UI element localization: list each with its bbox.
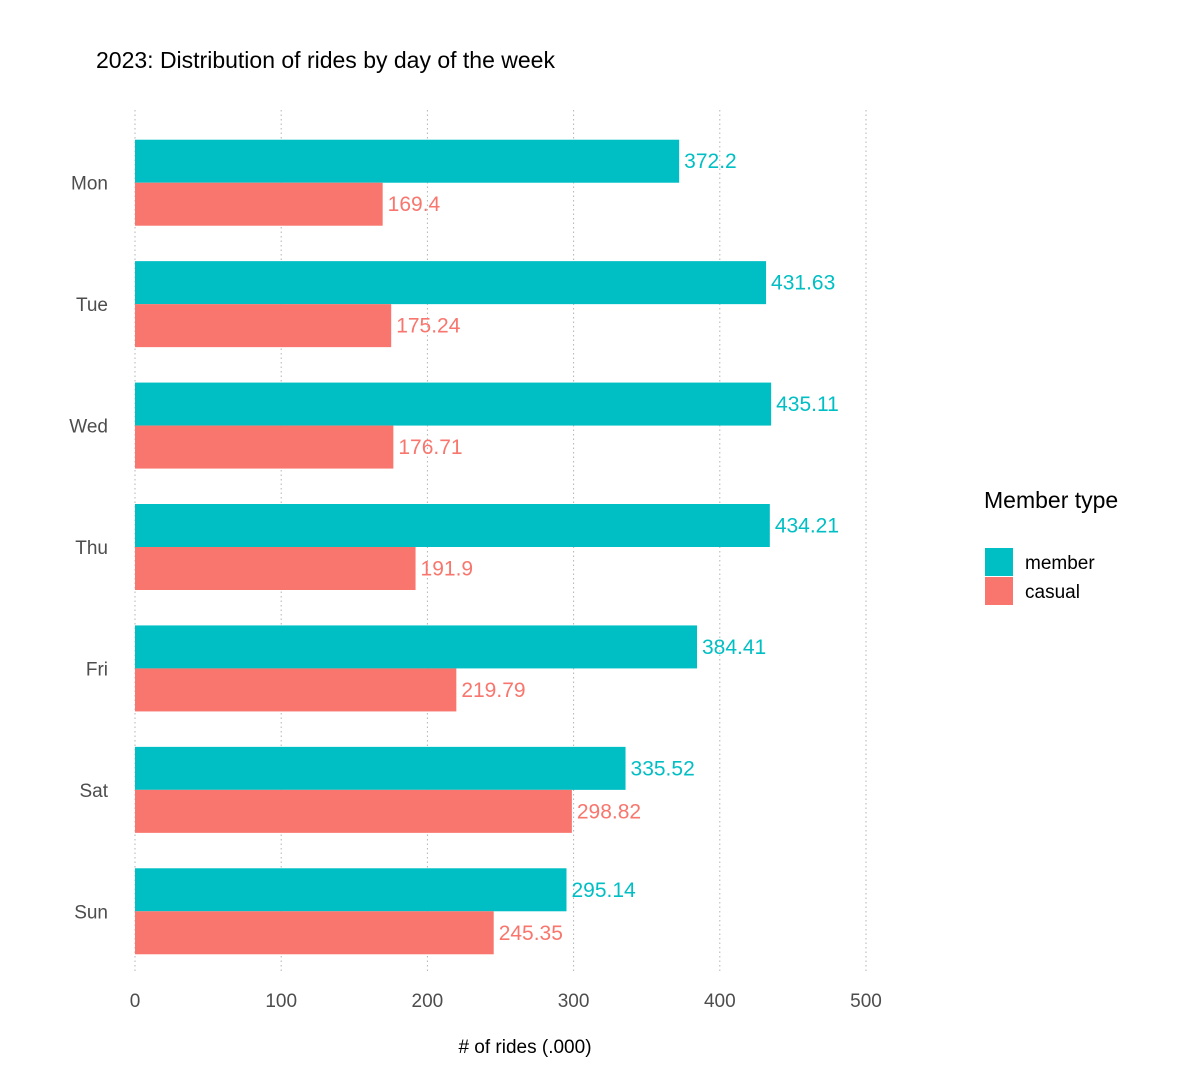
bar-value-label-casual-tue: 175.24 xyxy=(396,315,461,338)
bar-casual-mon xyxy=(135,182,383,226)
bar-casual-fri xyxy=(135,668,457,712)
x-tick-label: 300 xyxy=(558,991,590,1012)
bar-value-label-member-tue: 431.63 xyxy=(771,272,835,295)
bar-member-wed xyxy=(135,382,772,426)
x-tick-label: 200 xyxy=(412,991,444,1012)
y-tick-label: Tue xyxy=(76,295,108,316)
x-tick-label: 400 xyxy=(704,991,736,1012)
x-tick-label: 100 xyxy=(265,991,297,1012)
y-tick-label: Sat xyxy=(79,781,108,802)
bar-value-label-casual-sun: 245.35 xyxy=(499,922,563,945)
bar-member-mon xyxy=(135,139,680,183)
bar-casual-thu xyxy=(135,547,416,590)
bar-member-sat xyxy=(135,746,626,790)
legend-label-member: member xyxy=(1025,553,1095,574)
bar-member-tue xyxy=(135,261,767,305)
bar-value-label-member-fri: 384.41 xyxy=(702,636,766,659)
bar-casual-sun xyxy=(135,911,494,955)
legend-title: Member type xyxy=(984,487,1118,513)
y-tick-label: Mon xyxy=(71,174,108,195)
bar-value-label-casual-thu: 191.9 xyxy=(421,558,474,581)
bar-casual-tue xyxy=(135,304,392,348)
bar-value-label-member-thu: 434.21 xyxy=(775,515,839,538)
legend-swatch-casual xyxy=(985,577,1013,605)
y-tick-label: Sun xyxy=(74,902,108,923)
bar-value-label-casual-wed: 176.71 xyxy=(398,436,462,459)
x-tick-label: 500 xyxy=(850,991,882,1012)
bar-casual-sat xyxy=(135,789,572,833)
x-axis-ticks: 0 100 200 300 400 500 xyxy=(130,991,882,1012)
bar-member-fri xyxy=(135,625,698,669)
bar-value-label-casual-sat: 298.82 xyxy=(577,800,641,823)
bar-value-label-casual-fri: 219.79 xyxy=(461,679,525,702)
y-axis-ticks: Mon Tue Wed Thu Fri Sat Sun xyxy=(69,174,108,924)
x-axis-label: # of rides (.000) xyxy=(458,1037,591,1058)
legend-label-casual: casual xyxy=(1025,582,1080,603)
bar-value-label-casual-mon: 169.4 xyxy=(388,193,441,216)
bar-casual-wed xyxy=(135,425,394,469)
bar-member-sun xyxy=(135,868,567,912)
bar-value-label-member-mon: 372.2 xyxy=(684,150,737,173)
legend-swatch-member xyxy=(985,548,1013,576)
bar-value-labels: 372.2 169.4 431.63 175.24 435.11 176.71 434.21… xyxy=(388,150,839,945)
legend: Member type member casual xyxy=(984,487,1118,605)
chart-title: 2023: Distribution of rides by day of th… xyxy=(96,47,555,73)
y-tick-label: Wed xyxy=(69,417,108,438)
bars xyxy=(135,139,772,955)
y-tick-label: Fri xyxy=(86,659,108,680)
legend-items: member casual xyxy=(985,548,1095,605)
x-tick-label: 0 xyxy=(130,991,141,1012)
bar-value-label-member-sat: 335.52 xyxy=(631,757,695,780)
bar-value-label-member-wed: 435.11 xyxy=(776,393,839,416)
y-tick-label: Thu xyxy=(75,538,108,559)
bar-member-thu xyxy=(135,504,770,547)
bar-value-label-member-sun: 295.14 xyxy=(571,879,636,902)
